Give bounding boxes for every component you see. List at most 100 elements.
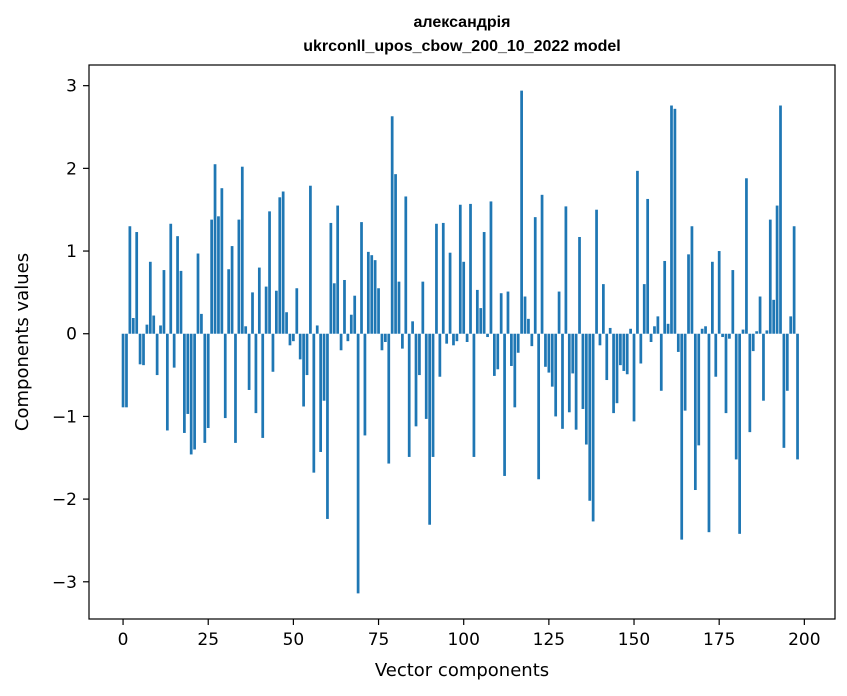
bar-124 (544, 333, 547, 367)
bar-137 (588, 333, 592, 501)
bar-4 (135, 232, 139, 334)
bar-158 (659, 333, 663, 391)
bar-74 (373, 260, 377, 334)
bar-167 (690, 226, 694, 334)
bar-109 (493, 333, 496, 376)
bar-35 (240, 166, 244, 334)
bar-186 (755, 331, 759, 334)
bar-73 (370, 255, 374, 334)
bar-196 (789, 316, 793, 334)
bar-191 (772, 299, 776, 334)
bar-42 (264, 286, 268, 334)
bar-117 (520, 90, 523, 334)
bar-153 (642, 284, 646, 334)
ticks-group: 0 25 50 75 100 125 150 175 200 −3 −2 −1 0 1 2 3 (52, 77, 821, 650)
bar-101 (465, 333, 469, 342)
y-tick-label-5: 2 (66, 159, 77, 179)
bar-69 (356, 333, 360, 594)
y-tick-label-1: −2 (52, 490, 77, 510)
bar-37 (247, 333, 251, 390)
bar-130 (564, 206, 568, 334)
bar-154 (646, 198, 650, 334)
bar-197 (792, 226, 796, 334)
bar-6 (142, 333, 145, 366)
bar-120 (530, 333, 534, 347)
bar-169 (697, 333, 701, 446)
bar-71 (363, 333, 367, 436)
bar-70 (360, 222, 363, 334)
bar-131 (567, 333, 571, 413)
bar-76 (380, 333, 384, 351)
bar-66 (346, 333, 350, 342)
bar-171 (704, 326, 707, 334)
bar-148 (625, 333, 629, 375)
bar-17 (179, 270, 183, 334)
bar-32 (230, 246, 234, 334)
bar-190 (768, 219, 772, 334)
bar-182 (741, 329, 745, 334)
bar-80 (394, 174, 397, 334)
x-tick-label-6: 150 (618, 630, 650, 650)
bar-49 (288, 333, 292, 346)
bar-122 (537, 333, 541, 480)
y-tick-label-3: 0 (66, 325, 77, 345)
bar-21 (193, 333, 196, 450)
y-tick-label-6: 3 (66, 77, 77, 97)
bar-96 (448, 252, 452, 334)
bar-104 (475, 289, 479, 334)
bar-0 (121, 333, 125, 408)
bar-78 (387, 333, 391, 464)
bar-83 (404, 196, 408, 334)
bar-184 (748, 333, 752, 433)
bar-9 (152, 315, 156, 334)
bar-113 (506, 291, 510, 334)
y-tick-label-2: −1 (52, 407, 77, 427)
bar-145 (615, 333, 619, 404)
x-tick-label-0: 0 (118, 630, 129, 650)
bar-20 (189, 333, 193, 455)
bar-38 (251, 292, 254, 334)
bar-13 (165, 333, 169, 431)
bar-103 (472, 333, 476, 457)
bar-47 (281, 191, 285, 334)
bar-65 (343, 279, 346, 334)
bar-25 (206, 333, 210, 428)
bar-170 (700, 328, 704, 334)
bar-150 (632, 333, 636, 422)
bar-185 (751, 333, 755, 352)
bar-31 (227, 269, 231, 334)
x-tick-label-4: 100 (447, 630, 479, 650)
bar-147 (622, 333, 626, 371)
bar-48 (285, 312, 288, 334)
bar-123 (540, 194, 544, 334)
bar-19 (186, 333, 190, 414)
bar-77 (383, 333, 387, 342)
bar-26 (210, 219, 213, 334)
bar-90 (428, 333, 432, 525)
x-axis-label: Vector components (375, 660, 549, 681)
bar-156 (653, 326, 656, 334)
bar-193 (779, 105, 782, 334)
bar-93 (438, 333, 442, 377)
bar-129 (561, 333, 564, 429)
bar-8 (148, 261, 152, 334)
bar-194 (782, 333, 786, 448)
bar-163 (676, 333, 680, 352)
bar-140 (598, 333, 602, 346)
bar-187 (758, 296, 762, 334)
bar-188 (762, 333, 765, 401)
bar-41 (261, 333, 265, 438)
x-tick-label-5: 125 (533, 630, 565, 650)
bar-142 (605, 333, 609, 381)
bar-180 (734, 333, 738, 460)
bar-133 (574, 333, 578, 430)
bar-64 (339, 333, 343, 351)
x-tick-label-1: 25 (197, 630, 219, 650)
bar-107 (486, 333, 489, 338)
bar-115 (513, 333, 517, 408)
bar-55 (309, 185, 312, 334)
bar-54 (305, 333, 309, 376)
bar-87 (418, 333, 421, 376)
bar-97 (452, 333, 455, 346)
